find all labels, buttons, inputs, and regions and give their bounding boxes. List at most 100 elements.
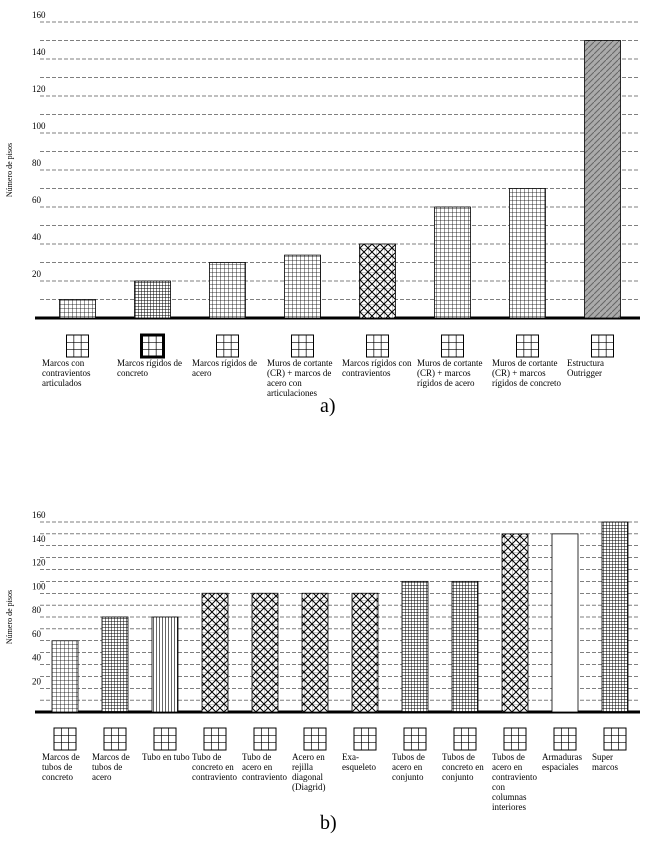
plan-icon bbox=[366, 334, 389, 358]
plan-icon bbox=[153, 727, 177, 751]
x-tick-label: Tubo de concreto en contraviento bbox=[192, 752, 237, 782]
plan-icon bbox=[353, 727, 377, 751]
plan-icon-grid bbox=[104, 728, 126, 750]
panel-label: a) bbox=[320, 395, 336, 417]
bar bbox=[201, 592, 229, 713]
y-axis-label: Número de pisos bbox=[5, 590, 14, 644]
bar bbox=[301, 592, 329, 713]
bar bbox=[59, 299, 96, 319]
plan-icon-grid bbox=[216, 335, 239, 357]
plan-icon bbox=[603, 727, 627, 751]
panel-label: b) bbox=[320, 812, 337, 834]
bar bbox=[359, 243, 396, 319]
x-tick-label: Marcos de tubos de concreto bbox=[42, 752, 80, 782]
plan-icon-grid bbox=[516, 335, 539, 357]
x-tick-label: Estructura Outrigger bbox=[567, 358, 604, 378]
plan-icon bbox=[140, 333, 165, 359]
y-tick-label: 40 bbox=[32, 653, 42, 663]
plan-icon-grid bbox=[291, 335, 314, 357]
x-tick-label: Marcos rígidos de acero bbox=[192, 358, 257, 378]
x-tick-label: Marcos rígidos de concreto bbox=[117, 358, 182, 378]
bar bbox=[351, 592, 379, 713]
bar bbox=[434, 206, 471, 319]
plan-icon bbox=[291, 334, 314, 358]
plan-icon bbox=[553, 727, 577, 751]
y-tick-label: 140 bbox=[32, 534, 46, 544]
y-tick-label: 40 bbox=[32, 232, 42, 242]
plan-icon bbox=[453, 727, 477, 751]
y-tick-label: 120 bbox=[32, 84, 46, 94]
x-tick-label: Armaduras espaciales bbox=[542, 752, 582, 772]
plan-icon-grid bbox=[304, 728, 326, 750]
x-tick-label: Tubo en tubo bbox=[142, 752, 190, 762]
x-tick-label: Tubos de concreto en conjunto bbox=[442, 752, 484, 782]
bar bbox=[501, 533, 529, 713]
plan-icon bbox=[303, 727, 327, 751]
bar bbox=[451, 580, 479, 713]
y-tick-label: 140 bbox=[32, 47, 46, 57]
x-tick-label: Muros de cortante (CR) + marcos rígidos … bbox=[417, 358, 483, 388]
y-tick-label: 160 bbox=[32, 510, 46, 520]
plan-icon bbox=[103, 727, 127, 751]
bar bbox=[284, 254, 321, 319]
y-tick-label: 160 bbox=[32, 10, 46, 20]
bar bbox=[209, 262, 246, 319]
y-tick-label: 100 bbox=[32, 121, 46, 131]
bar bbox=[584, 40, 621, 319]
y-tick-label: 120 bbox=[32, 558, 46, 568]
plan-icon-grid bbox=[441, 335, 464, 357]
bar bbox=[101, 616, 129, 713]
bar bbox=[251, 592, 279, 713]
y-tick-label: 20 bbox=[32, 269, 42, 279]
plan-icon-grid bbox=[141, 335, 164, 357]
plan-icon-grid bbox=[66, 335, 89, 357]
plan-icon-grid bbox=[254, 728, 276, 750]
plan-icon-grid bbox=[404, 728, 426, 750]
y-tick-label: 80 bbox=[32, 605, 42, 615]
x-tick-label: Tubo de acero en contraviento bbox=[242, 752, 287, 782]
bar bbox=[151, 616, 179, 713]
bar bbox=[509, 188, 546, 319]
y-tick-label: 100 bbox=[32, 581, 46, 591]
x-tick-label: Muros de cortante (CR) + marcos rígidos … bbox=[492, 358, 561, 388]
plan-icon-grid bbox=[154, 728, 176, 750]
plan-icon-grid bbox=[504, 728, 526, 750]
bar bbox=[51, 640, 79, 713]
y-tick-label: 20 bbox=[32, 676, 42, 686]
plan-icon-grid bbox=[354, 728, 376, 750]
bar bbox=[401, 580, 429, 713]
plan-icon bbox=[403, 727, 427, 751]
plan-icon-grid bbox=[204, 728, 226, 750]
plan-icon bbox=[216, 334, 239, 358]
x-tick-label: Marcos rígidos con contravientos bbox=[342, 358, 412, 378]
plan-icon-grid bbox=[554, 728, 576, 750]
plan-icon-grid bbox=[604, 728, 626, 750]
plan-icon bbox=[66, 334, 89, 358]
x-tick-label: Muros de cortante (CR) + marcos de acero… bbox=[267, 358, 333, 398]
x-tick-label: Acero en rejilla diagonal (Diagrid) bbox=[292, 752, 326, 792]
plan-icon bbox=[53, 727, 77, 751]
x-tick-label: Tubos de acero en conjunto bbox=[392, 752, 425, 782]
plan-icon-grid bbox=[591, 335, 614, 357]
bar bbox=[134, 280, 171, 319]
plan-icon-grid bbox=[54, 728, 76, 750]
y-axis-label: Número de pisos bbox=[5, 143, 14, 197]
y-tick-label: 60 bbox=[32, 629, 42, 639]
plan-icon bbox=[441, 334, 464, 358]
plan-icon bbox=[503, 727, 527, 751]
plan-icon bbox=[516, 334, 539, 358]
plan-icon-grid bbox=[366, 335, 389, 357]
x-tick-label: Marcos de tubos de acero bbox=[92, 752, 130, 782]
y-tick-label: 80 bbox=[32, 158, 42, 168]
plan-icon bbox=[591, 334, 614, 358]
x-tick-label: Marcos con contravientos articulados bbox=[42, 358, 91, 388]
x-tick-label: Super marcos bbox=[592, 752, 618, 772]
plan-icon bbox=[253, 727, 277, 751]
y-tick-label: 60 bbox=[32, 195, 42, 205]
plan-icon bbox=[203, 727, 227, 751]
bar bbox=[601, 521, 629, 713]
plan-icon-grid bbox=[454, 728, 476, 750]
x-tick-label: Tubos de acero en contraviento con colum… bbox=[492, 752, 537, 812]
